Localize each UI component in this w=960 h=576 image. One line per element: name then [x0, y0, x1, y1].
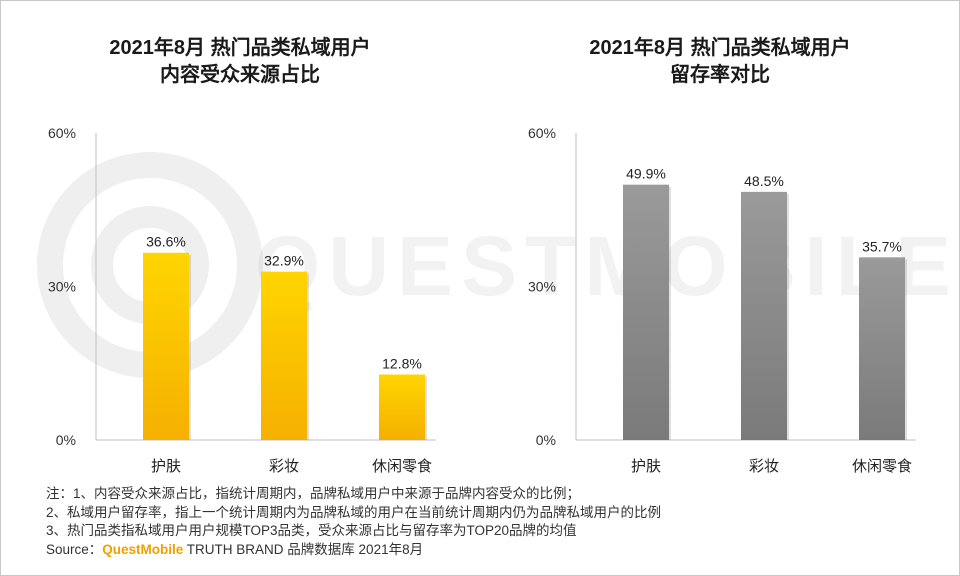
right-ytick-label: 60%: [528, 125, 556, 141]
left-category-label: 休闲零食: [372, 458, 432, 475]
right-bar-value-label: 48.5%: [744, 173, 784, 189]
right-category-label: 护肤: [631, 458, 661, 475]
left-bar: [143, 252, 189, 440]
footnotes: 注：1、内容受众来源占比，指统计周期内，品牌私域用户中来源于品牌内容受众的比例；…: [46, 485, 926, 559]
right-bar-value-label: 49.9%: [626, 166, 666, 182]
left-chart-plot: 0% 30% 60% 36.6% 护肤 32.9% 彩妆 12.8% 休闲零食: [48, 125, 436, 475]
left-category-label: 彩妆: [269, 458, 299, 475]
source-line: Source：QuestMobile TRUTH BRAND 品牌数据库 202…: [46, 541, 926, 560]
right-bar: [859, 257, 905, 440]
right-chart-retention-rate: 2021年8月 热门品类私域用户 留存率对比 0% 30% 60% 49.9% 护肤 48…: [528, 35, 916, 475]
left-bar: [379, 374, 425, 440]
watermark-text: QUESTMOBILE: [255, 219, 959, 313]
left-ytick-label: 0%: [56, 432, 76, 448]
left-bar-value-label: 36.6%: [146, 234, 186, 250]
footnote-2: 2、私域用户留存率，指上一个统计周期内为品牌私域的用户在当前统计周期内仍为品牌私…: [46, 504, 662, 520]
source-prefix: Source：: [46, 541, 103, 557]
right-bar: [741, 191, 787, 440]
right-chart-title-line2: 留存率对比: [670, 62, 770, 86]
source-rest: TRUTH BRAND 品牌数据库 2021年8月: [183, 541, 424, 557]
right-ytick-label: 0%: [536, 432, 556, 448]
right-chart-plot: 0% 30% 60% 49.9% 护肤 48.5% 彩妆 35.7% 休闲零食: [528, 125, 916, 475]
left-bar-value-label: 12.8%: [382, 356, 422, 372]
footnote-3: 3、热门品类指私域用户用户规模TOP3品类，受众来源占比与留存率为TOP20品牌…: [46, 523, 577, 538]
right-ytick-label: 30%: [528, 279, 556, 295]
left-ytick-label: 60%: [48, 125, 76, 141]
left-chart-title-line1: 2021年8月 热门品类私域用户: [109, 35, 370, 59]
footnote-1: 注：1、内容受众来源占比，指统计周期内，品牌私域用户中来源于品牌内容受众的比例；: [46, 486, 581, 501]
right-bar: [623, 184, 669, 440]
right-chart-title-line1: 2021年8月 热门品类私域用户: [589, 35, 850, 59]
right-category-label: 休闲零食: [852, 458, 912, 475]
right-bar-value-label: 35.7%: [862, 238, 902, 254]
left-bar: [261, 271, 307, 440]
source-brand: QuestMobile: [102, 541, 184, 557]
left-ytick-label: 30%: [48, 279, 76, 295]
left-category-label: 护肤: [151, 458, 181, 475]
left-chart-title-line2: 内容受众来源占比: [160, 62, 320, 86]
left-bar-value-label: 32.9%: [264, 253, 304, 269]
right-category-label: 彩妆: [749, 458, 779, 475]
left-chart-content-source: 2021年8月 热门品类私域用户 内容受众来源占比 0% 30% 60% 36.6% 护…: [48, 35, 436, 475]
